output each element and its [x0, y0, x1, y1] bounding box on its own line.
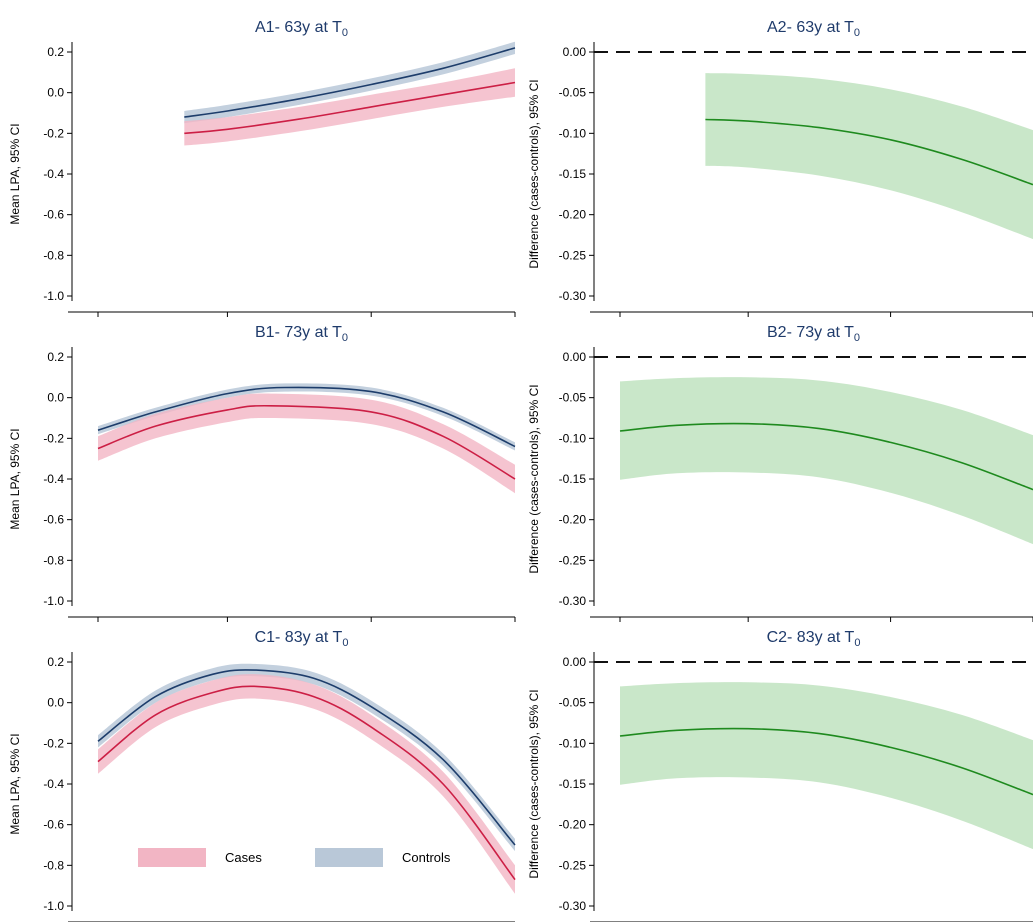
y-tick-label: -0.8 [43, 858, 64, 872]
y-axis-label: Mean LPA, 95% CI [8, 428, 22, 529]
y-tick-label: 0.00 [563, 655, 587, 669]
y-tick-label: -1.0 [43, 899, 64, 913]
series-line-controls [97, 386, 516, 448]
y-tick-label: 0.00 [563, 350, 587, 364]
y-tick-label: -0.10 [559, 736, 587, 750]
y-tick-label: -0.20 [559, 208, 587, 222]
y-tick-label: -0.05 [559, 696, 587, 710]
series-line-difference [705, 118, 1033, 186]
y-tick-label: -0.6 [43, 818, 64, 832]
y-tick-label: -0.30 [559, 594, 587, 608]
y-axis-label: Difference (cases-controls), 95% CI [527, 384, 541, 573]
y-tick-label: 0.0 [47, 391, 64, 405]
panel-title-subscript: 0 [854, 332, 860, 344]
y-tick-label: -0.25 [559, 858, 587, 872]
y-tick-label: -0.15 [559, 777, 587, 791]
y-tick-label: -0.25 [559, 248, 587, 262]
y-tick-label: -0.2 [43, 736, 64, 750]
panel-title: A2- 63y at T0 [767, 19, 860, 39]
panel-title-subscript: 0 [854, 637, 860, 649]
panel-title: A1- 63y at T0 [255, 19, 348, 39]
y-tick-label: 0.00 [563, 45, 587, 59]
ci-band-difference [620, 377, 1033, 545]
panel-title-main: A2- 63y at T [767, 19, 854, 36]
y-tick-label: -0.6 [43, 513, 64, 527]
y-tick-label: -1.0 [43, 594, 64, 608]
series-line-cases [97, 404, 516, 480]
panel-title-subscript: 0 [342, 332, 348, 344]
y-tick-label: -0.05 [559, 391, 587, 405]
panel-c2: C2- 83y at T0 0.00 -0.05 -0.10 -0.15 -0.20 -0.… [527, 629, 1033, 922]
panel-b1: B1- 73y at T0 0.2 0.0 -0.2 -0.4 -0.6 -0.8 -1.0 M… [8, 324, 516, 622]
series-line-controls [184, 47, 516, 118]
y-tick-label: -0.15 [559, 472, 587, 486]
legend: Cases Controls [138, 848, 451, 867]
y-axis-label: Mean LPA, 95% CI [8, 123, 22, 224]
panel-title-main: A1- 63y at T [255, 19, 342, 36]
panel-title: C1- 83y at T0 [255, 629, 349, 649]
panel-title-subscript: 0 [342, 27, 348, 39]
ci-band-difference [705, 73, 1033, 240]
y-tick-label: -0.4 [43, 167, 64, 181]
panel-title-main: C1- 83y at T [255, 629, 343, 646]
legend-swatch-cases [138, 848, 206, 867]
ci-band-difference [620, 682, 1033, 850]
y-tick-label: 0.0 [47, 86, 64, 100]
ci-band-cases [98, 674, 515, 894]
panel-title-main: B2- 73y at T [767, 324, 854, 341]
panel-title-subscript: 0 [342, 637, 348, 649]
panel-a1: A1- 63y at T0 0.2 0.0 -0.2 -0.4 -0.6 -0.8 -1.0 M… [8, 19, 516, 317]
y-tick-label: -0.30 [559, 289, 587, 303]
panel-b2: B2- 73y at T0 0.00 -0.05 -0.10 -0.15 -0.20 -0.… [527, 324, 1033, 622]
panel-title: B2- 73y at T0 [767, 324, 860, 344]
series-line-difference [619, 422, 1033, 491]
ci-band-cases [184, 68, 516, 146]
y-tick-label: -0.2 [43, 126, 64, 140]
series-line-controls [97, 669, 516, 846]
series-line-cases [184, 81, 516, 135]
panel-title-subscript: 0 [854, 27, 860, 39]
legend-label-cases: Cases [225, 850, 262, 865]
series-line-difference [619, 727, 1033, 796]
y-tick-label: -0.30 [559, 899, 587, 913]
panel-a2: A2- 63y at T0 0.00 -0.05 -0.10 -0.15 -0.20 -0.… [527, 19, 1033, 317]
y-tick-label: 0.2 [47, 350, 64, 364]
panel-title: C2- 83y at T0 [767, 629, 861, 649]
y-tick-label: -0.6 [43, 208, 64, 222]
y-tick-label: 0.2 [47, 45, 64, 59]
legend-label-controls: Controls [402, 850, 451, 865]
y-tick-label: 0.2 [47, 655, 64, 669]
y-tick-label: -0.4 [43, 777, 64, 791]
ci-band-cases [98, 393, 515, 494]
y-tick-label: -0.20 [559, 513, 587, 527]
series-line-cases [97, 685, 516, 881]
y-tick-label: -0.10 [559, 431, 587, 445]
y-tick-label: -0.05 [559, 86, 587, 100]
y-tick-label: 0.0 [47, 696, 64, 710]
ci-band-controls [184, 41, 516, 124]
panel-title: B1- 73y at T0 [255, 324, 348, 344]
y-tick-label: -0.2 [43, 431, 64, 445]
y-axis-label: Difference (cases-controls), 95% CI [527, 79, 541, 268]
y-tick-label: -0.20 [559, 818, 587, 832]
y-axis-label: Difference (cases-controls), 95% CI [527, 689, 541, 878]
y-tick-label: -1.0 [43, 289, 64, 303]
panel-title-main: B1- 73y at T [255, 324, 342, 341]
y-tick-label: -0.8 [43, 553, 64, 567]
y-axis-label: Mean LPA, 95% CI [8, 733, 22, 834]
panel-c1: C1- 83y at T0 0.2 0.0 -0.2 -0.4 -0.6 -0.8 -1.0 M… [8, 629, 516, 922]
y-tick-label: -0.10 [559, 126, 587, 140]
panel-title-main: C2- 83y at T [767, 629, 855, 646]
y-tick-label: -0.25 [559, 553, 587, 567]
y-tick-label: -0.8 [43, 248, 64, 262]
y-tick-label: -0.4 [43, 472, 64, 486]
y-tick-label: -0.15 [559, 167, 587, 181]
legend-swatch-controls [315, 848, 383, 867]
